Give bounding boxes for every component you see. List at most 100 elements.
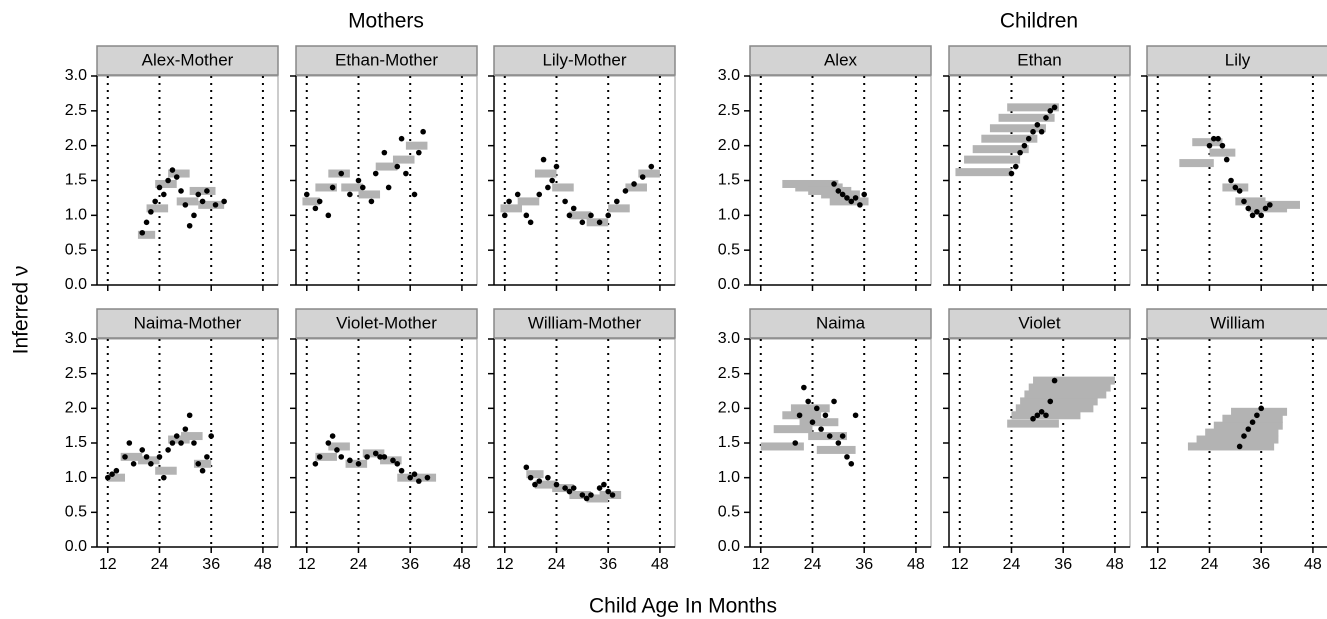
point [355,177,362,184]
y-tick-label: 2.5 [65,102,87,119]
point [527,219,534,226]
y-tick-label: 1.0 [65,469,87,486]
point [566,488,573,495]
point [596,485,603,491]
window-bar [500,204,523,213]
point [316,454,323,460]
point [1232,184,1239,191]
facet-title: Ethan [1017,50,1061,69]
point [394,163,401,170]
point [1219,142,1226,149]
facet-strip [295,308,478,339]
window-bar [1205,428,1279,437]
window-bar [1222,414,1283,423]
point [601,481,607,488]
point [1262,205,1269,212]
point [614,198,620,205]
point [221,198,227,205]
point [1215,135,1221,142]
y-tick-label: 3.0 [65,67,87,84]
window-bar [341,183,363,192]
facet-strip [493,45,676,76]
point [801,384,807,391]
point [173,433,180,439]
point [148,461,154,467]
point [303,191,310,198]
x-tick-label: 24 [1201,556,1219,573]
point [831,181,837,187]
point [1034,412,1041,419]
window-bar [981,134,1038,143]
window-bar [315,183,337,192]
window-bar [302,197,320,206]
point [338,454,345,460]
point [648,163,655,170]
point [182,202,189,208]
point [1206,142,1213,149]
point [527,474,534,481]
y-tick-label: 1.5 [718,434,740,451]
point [416,478,422,484]
group-title: Mothers [348,10,424,33]
point [359,184,366,191]
window-bar [137,456,160,465]
point [165,177,171,184]
facet-title: Naima-Mother [134,313,242,332]
point [536,191,543,198]
window-bar [998,113,1055,122]
point [1051,104,1058,111]
point [1249,212,1256,219]
x-tick-label: 24 [548,556,566,573]
point [186,222,193,229]
point [199,198,206,205]
window-bar [410,473,437,482]
point [1021,142,1028,149]
point [609,492,616,498]
point [398,467,405,474]
facet-title: Lily [1225,50,1251,69]
point [398,135,405,142]
point [1236,188,1243,194]
facet-title: Ethan-Mother [335,50,438,69]
window-bar [534,169,557,178]
point [1047,108,1054,114]
point [312,461,319,467]
y-tick-label: 2.5 [718,365,740,382]
y-tick-label: 0.5 [65,504,87,521]
point [411,191,418,198]
x-tick-label: 24 [350,556,368,573]
window-bar [526,470,544,479]
point [631,181,637,187]
window-bar [176,197,199,206]
point [1223,156,1230,163]
point [407,474,414,481]
point [143,219,150,226]
y-tick-label: 0.5 [718,241,740,258]
point [312,205,319,212]
window-bar [1231,407,1288,416]
point [182,426,189,432]
x-tick-label: 12 [1149,556,1167,573]
point [334,447,340,453]
window-bar [964,155,1021,164]
point [622,188,629,194]
point [1034,121,1041,128]
point [381,149,388,156]
window-bar [155,466,177,475]
x-tick-label: 48 [651,556,669,573]
x-tick-label: 36 [1054,556,1072,573]
point [562,485,568,491]
point [553,163,560,170]
window-bar [799,418,839,427]
window-bar [405,141,428,150]
point [122,454,128,460]
point [424,474,431,481]
point [109,471,115,478]
facet-title: Violet-Mother [336,313,437,332]
y-tick-label: 2.5 [718,102,740,119]
point [1267,202,1273,208]
point [583,495,590,502]
point [796,412,803,419]
window-bar [638,169,660,178]
window-bar [816,445,856,454]
